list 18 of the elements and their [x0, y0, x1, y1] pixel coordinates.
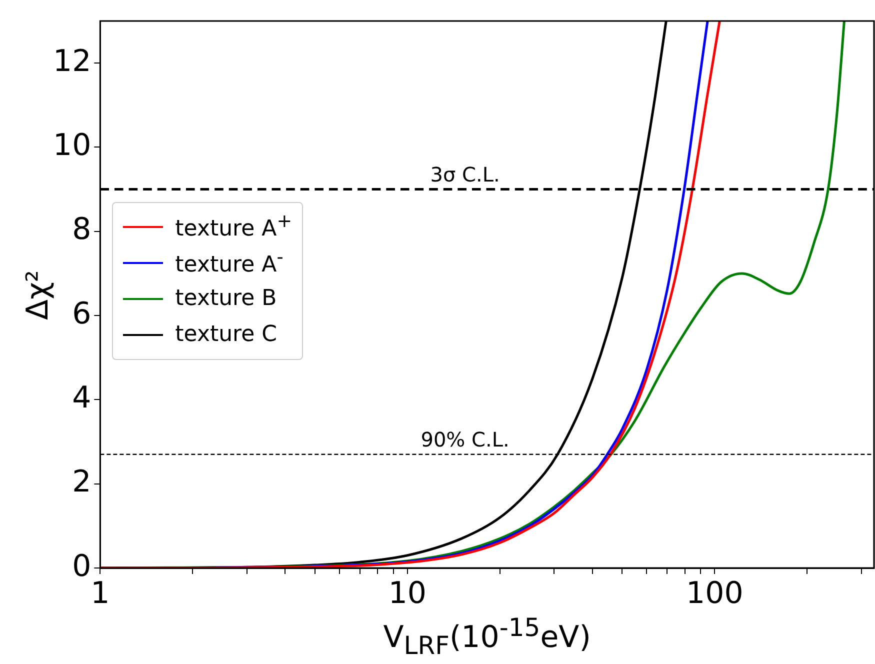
y-tick-label: 2 — [72, 464, 92, 500]
legend-label: texture B — [175, 286, 277, 311]
y-tick-label: 6 — [72, 296, 92, 332]
legend-label: texture C — [175, 322, 277, 347]
x-tick-label: 1 — [90, 576, 110, 611]
y-tick-label: 10 — [52, 128, 92, 164]
y-tick-label: 4 — [72, 380, 92, 416]
y-tick-label: 12 — [52, 44, 92, 79]
legend-label: texture A$^{-}$ — [175, 247, 284, 278]
ref-line-label: 3σ C.L. — [430, 162, 500, 187]
y-tick-label: 8 — [72, 212, 92, 248]
y-tick-label: 0 — [72, 548, 92, 584]
x-tick-label: 10 — [388, 576, 427, 611]
x-tick-label: 100 — [686, 576, 744, 611]
ref-line-label: 90% C.L. — [420, 428, 510, 452]
y-axis-title: Δχ² — [20, 270, 56, 320]
x-axis-title: V$_{LRF}$(10$^{-15}$eV) — [383, 613, 591, 660]
legend-label: texture A$^{+}$ — [175, 211, 292, 242]
